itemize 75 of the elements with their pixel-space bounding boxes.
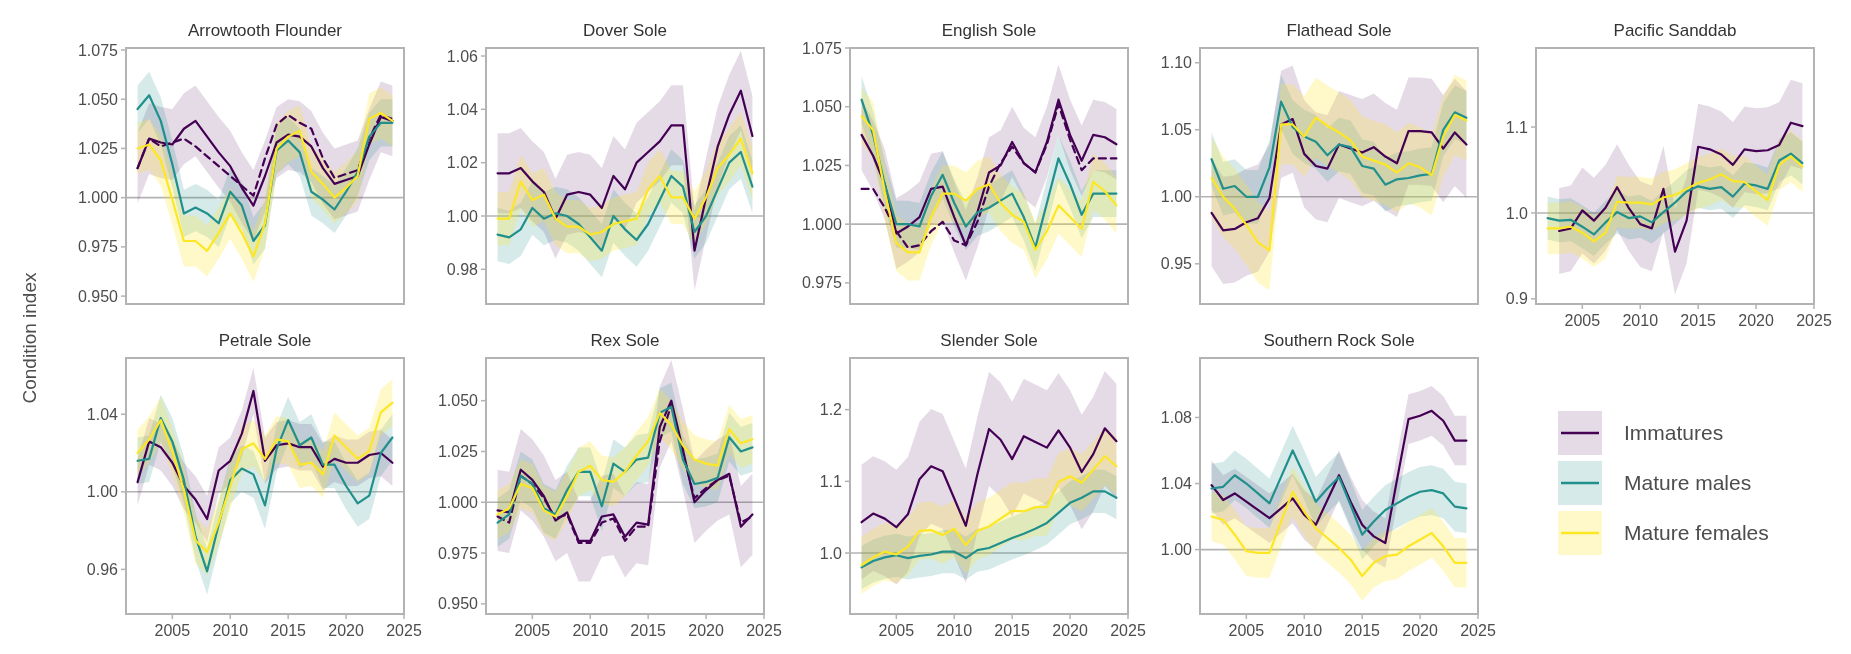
chart-title: Southern Rock Sole: [1263, 331, 1415, 350]
legend-label: Immatures: [1624, 421, 1724, 445]
y-tick-label: 1.08: [1160, 409, 1193, 427]
x-tick-label: 2015: [1680, 312, 1717, 329]
y-tick-label: 0.950: [437, 595, 479, 613]
chart-title: English Sole: [941, 21, 1037, 40]
x-tick-label: 2010: [936, 622, 973, 639]
x-tick-label: 2005: [1228, 622, 1265, 639]
y-tick-label: 1.00: [86, 483, 119, 501]
chart-title: Petrale Sole: [218, 331, 312, 350]
x-tick-label: 2015: [270, 622, 307, 639]
legend-label: Mature males: [1624, 471, 1752, 495]
y-tick-label: 1.0: [1505, 204, 1529, 222]
x-tick-label: 2010: [572, 622, 609, 639]
x-tick-label: 2020: [328, 622, 364, 639]
x-tick-label: 2010: [212, 622, 249, 639]
y-tick-label: 1.000: [77, 189, 119, 207]
x-tick-label: 2025: [1796, 312, 1832, 329]
y-tick-label: 1.050: [801, 98, 843, 116]
y-tick-label: 1.04: [86, 405, 119, 423]
y-tick-label: 1.06: [446, 47, 479, 65]
y-tick-label: 1.00: [1160, 541, 1193, 559]
y-tick-label: 0.975: [77, 238, 119, 256]
y-tick-label: 1.0: [819, 544, 843, 562]
chart-title: Dover Sole: [582, 21, 668, 40]
y-tick-label: 1.050: [77, 90, 119, 108]
x-tick-label: 2015: [994, 622, 1031, 639]
y-tick-label: 0.975: [801, 274, 843, 292]
y-tick-label: 1.05: [1160, 121, 1193, 139]
y-tick-label: 1.075: [801, 39, 843, 57]
x-tick-label: 2005: [154, 622, 191, 639]
y-tick-label: 1.025: [801, 157, 843, 175]
y-tick-label: 0.98: [446, 260, 479, 278]
y-tick-label: 1.04: [1160, 475, 1193, 493]
chart-title: Arrowtooth Flounder: [187, 21, 343, 40]
y-tick-label: 0.9: [1505, 290, 1529, 308]
y-axis-title: Condition index: [19, 272, 40, 404]
x-tick-label: 2005: [514, 622, 551, 639]
x-tick-label: 2020: [1402, 622, 1438, 639]
x-tick-label: 2020: [1738, 312, 1774, 329]
x-tick-label: 2015: [630, 622, 667, 639]
y-tick-label: 1.10: [1160, 54, 1193, 72]
x-tick-label: 2005: [878, 622, 915, 639]
y-tick-label: 1.000: [801, 215, 843, 233]
y-tick-label: 1.00: [1160, 188, 1193, 206]
y-tick-label: 1.1: [1505, 118, 1529, 136]
y-tick-label: 1.02: [446, 154, 479, 172]
y-tick-label: 1.04: [446, 100, 479, 118]
y-tick-label: 1.025: [437, 443, 479, 461]
x-tick-label: 2025: [1110, 622, 1146, 639]
y-tick-label: 1.2: [819, 401, 843, 419]
x-tick-label: 2005: [1564, 312, 1601, 329]
x-tick-label: 2010: [1286, 622, 1323, 639]
y-tick-label: 0.950: [77, 287, 119, 305]
y-tick-label: 0.95: [1160, 255, 1193, 273]
x-tick-label: 2025: [746, 622, 782, 639]
x-tick-label: 2025: [1460, 622, 1496, 639]
y-tick-label: 1.050: [437, 392, 479, 410]
chart-title: Pacific Sanddab: [1613, 21, 1737, 40]
chart-title: Slender Sole: [940, 331, 1038, 350]
y-tick-label: 1.00: [446, 207, 479, 225]
x-tick-label: 2020: [1052, 622, 1088, 639]
x-tick-label: 2015: [1344, 622, 1381, 639]
chart-title: Flathead Sole: [1286, 21, 1392, 40]
y-tick-label: 0.96: [86, 560, 119, 578]
legend-label: Mature females: [1624, 521, 1769, 545]
y-tick-label: 1.075: [77, 41, 119, 59]
y-tick-label: 0.975: [437, 544, 479, 562]
x-tick-label: 2020: [688, 622, 724, 639]
x-tick-label: 2010: [1622, 312, 1659, 329]
y-tick-label: 1.1: [819, 472, 843, 490]
chart-title: Rex Sole: [590, 331, 660, 350]
y-tick-label: 1.025: [77, 140, 119, 158]
x-tick-label: 2025: [386, 622, 422, 639]
y-tick-label: 1.000: [437, 493, 479, 511]
